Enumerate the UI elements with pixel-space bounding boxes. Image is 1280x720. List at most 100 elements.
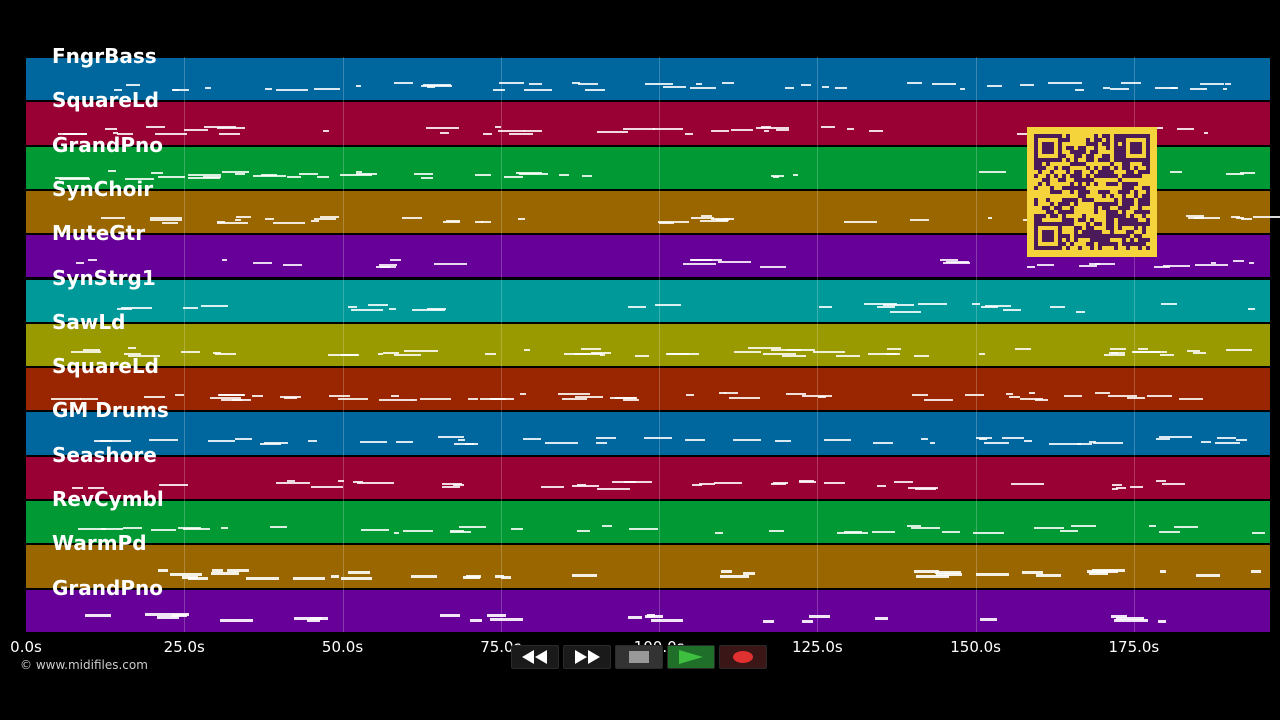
note — [221, 399, 252, 402]
note — [380, 266, 397, 269]
note — [235, 172, 245, 175]
note — [143, 396, 165, 399]
note — [474, 220, 483, 223]
note — [150, 528, 177, 531]
note — [272, 222, 305, 225]
note — [868, 352, 898, 355]
note — [1249, 262, 1255, 264]
note — [210, 396, 242, 399]
note — [1108, 394, 1137, 397]
note — [590, 351, 612, 354]
note — [759, 265, 787, 268]
stop-icon — [629, 651, 649, 663]
note — [1214, 441, 1240, 444]
note — [690, 259, 723, 262]
note — [623, 399, 639, 402]
grid-line — [500, 57, 502, 632]
note — [426, 85, 436, 88]
note — [1160, 353, 1174, 356]
note — [116, 307, 132, 310]
note — [1236, 439, 1248, 442]
note — [786, 392, 807, 395]
note — [245, 576, 279, 580]
note — [434, 262, 467, 265]
note — [1204, 131, 1209, 134]
play-button[interactable] — [667, 645, 715, 669]
note — [1148, 525, 1157, 528]
note — [338, 398, 368, 401]
note — [1006, 392, 1013, 395]
note — [411, 575, 438, 579]
tick-label: 25.0s — [163, 638, 205, 656]
note — [508, 133, 534, 136]
note — [317, 175, 329, 178]
note — [1022, 570, 1044, 574]
note — [1232, 260, 1245, 263]
note — [219, 394, 245, 397]
track-label: SquareLd — [52, 354, 159, 379]
note — [1170, 87, 1179, 90]
note — [322, 130, 329, 133]
note — [529, 83, 543, 86]
note — [1088, 441, 1096, 444]
note — [700, 220, 729, 223]
rewind-button[interactable] — [511, 645, 559, 669]
tick-label: 150.0s — [950, 638, 1001, 656]
note — [270, 526, 288, 529]
note — [918, 303, 947, 306]
note — [76, 262, 85, 265]
note — [125, 83, 140, 86]
fast-forward-button[interactable] — [563, 645, 611, 669]
note — [734, 350, 761, 353]
stop-button[interactable] — [615, 645, 663, 669]
note — [173, 89, 189, 92]
note — [942, 531, 960, 534]
note — [309, 616, 323, 620]
record-button[interactable] — [719, 645, 767, 669]
note — [1063, 394, 1083, 397]
note — [1019, 84, 1035, 87]
note — [1034, 526, 1065, 529]
note — [653, 127, 684, 130]
note — [1111, 483, 1122, 486]
track-row — [26, 322, 1270, 368]
note — [497, 129, 525, 132]
note — [836, 354, 861, 357]
note — [1252, 532, 1265, 535]
note — [1154, 86, 1177, 89]
note — [965, 393, 984, 396]
note — [411, 308, 445, 311]
track-row — [26, 57, 1270, 102]
note — [441, 483, 462, 486]
note — [667, 352, 699, 355]
note — [1211, 262, 1217, 265]
note — [691, 217, 715, 219]
note — [128, 354, 160, 357]
note — [1133, 351, 1167, 354]
track-row — [26, 455, 1270, 500]
note — [1115, 487, 1127, 490]
note — [843, 220, 877, 223]
note — [171, 613, 188, 617]
note — [763, 619, 774, 623]
note — [847, 128, 854, 131]
note — [226, 569, 249, 573]
note — [1159, 435, 1193, 438]
note — [987, 217, 992, 220]
note — [1159, 569, 1167, 573]
note — [684, 133, 694, 136]
note — [1060, 530, 1078, 533]
track-row — [26, 411, 1270, 456]
note — [216, 127, 246, 130]
note — [793, 174, 799, 177]
note — [723, 217, 735, 220]
note — [823, 438, 852, 441]
note — [292, 576, 326, 580]
note — [682, 263, 716, 266]
note — [1070, 524, 1097, 527]
note — [889, 310, 921, 313]
note — [174, 394, 185, 397]
track-row — [26, 278, 1270, 323]
note — [51, 397, 81, 400]
note — [1020, 397, 1043, 400]
